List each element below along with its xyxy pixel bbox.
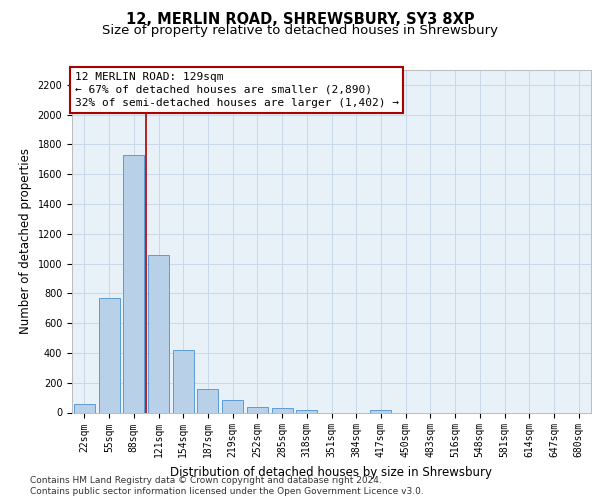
Bar [247,406,268,412]
Bar [197,390,218,412]
Bar [148,254,169,412]
Bar [98,298,119,412]
Y-axis label: Number of detached properties: Number of detached properties [19,148,32,334]
Bar [296,410,317,412]
Bar [173,350,194,412]
X-axis label: Distribution of detached houses by size in Shrewsbury: Distribution of detached houses by size … [170,466,493,479]
Bar [370,410,391,412]
Text: 12, MERLIN ROAD, SHREWSBURY, SY3 8XP: 12, MERLIN ROAD, SHREWSBURY, SY3 8XP [125,12,475,28]
Bar [74,404,95,412]
Text: 12 MERLIN ROAD: 129sqm
← 67% of detached houses are smaller (2,890)
32% of semi-: 12 MERLIN ROAD: 129sqm ← 67% of detached… [74,72,398,108]
Text: Contains public sector information licensed under the Open Government Licence v3: Contains public sector information licen… [30,487,424,496]
Bar [272,408,293,412]
Bar [123,155,144,412]
Text: Contains HM Land Registry data © Crown copyright and database right 2024.: Contains HM Land Registry data © Crown c… [30,476,382,485]
Text: Size of property relative to detached houses in Shrewsbury: Size of property relative to detached ho… [102,24,498,37]
Bar [222,400,243,412]
